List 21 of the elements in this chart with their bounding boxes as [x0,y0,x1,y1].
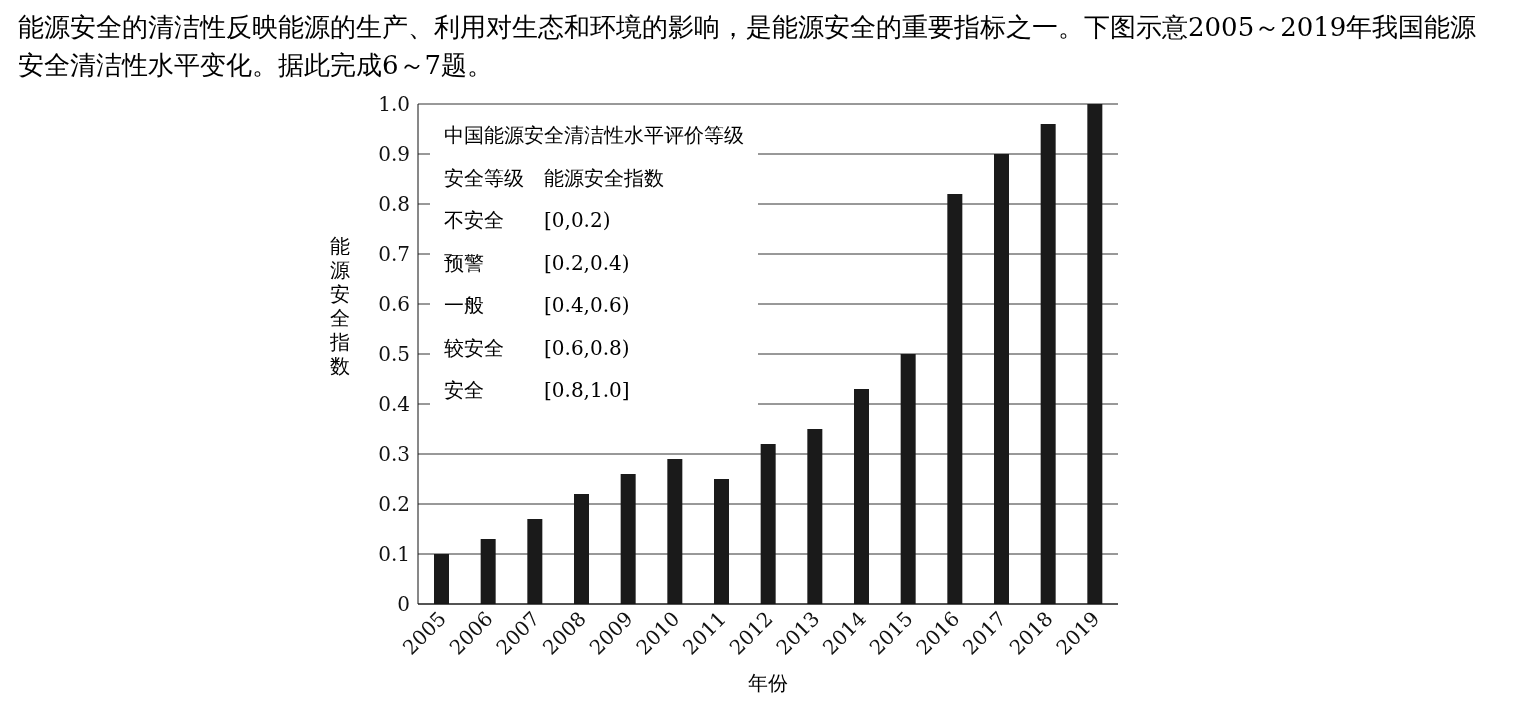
annotation: 中国能源安全清洁性水平评价等级 [444,122,744,149]
y-tick-label: 0.8 [378,192,410,217]
annotation: 较安全 [0.6,0.8) [444,334,631,362]
y-tick-label: 0.7 [378,242,410,267]
x-axis-title: 年份 [747,670,789,697]
y-tick-label: 0.1 [378,542,410,567]
y-tick-label: 0.6 [378,292,410,317]
y-tick-label: 0.4 [378,392,410,417]
y-tick-label: 1.0 [378,92,410,117]
y-axis-title: 能源安全指数 [329,234,351,378]
annotation: 安全 [0.8,1.0] [444,377,631,404]
annotation: 一般 [0.4,0.6) [444,292,631,319]
y-tick-label: 0 [397,592,410,617]
y-tick-label: 0.9 [378,142,410,167]
y-tick-label: 0.2 [378,492,410,517]
y-tick-label: 0.5 [378,342,410,367]
y-tick-label: 0.3 [378,442,410,467]
annotation: 安全等级 能源安全指数 [444,164,665,192]
annotation: 不安全 [0,0.2) [444,207,612,234]
annotation: 预警 [0.2,0.4) [444,249,631,277]
chart-title: 能源安全的清洁性反映能源的生产、利用对生态和环境的影响，是能源安全的重要指标之一。下图示意2005～2019年我国能源安全清洁性水平变化。据此完成6～7题。 [17,11,1478,82]
